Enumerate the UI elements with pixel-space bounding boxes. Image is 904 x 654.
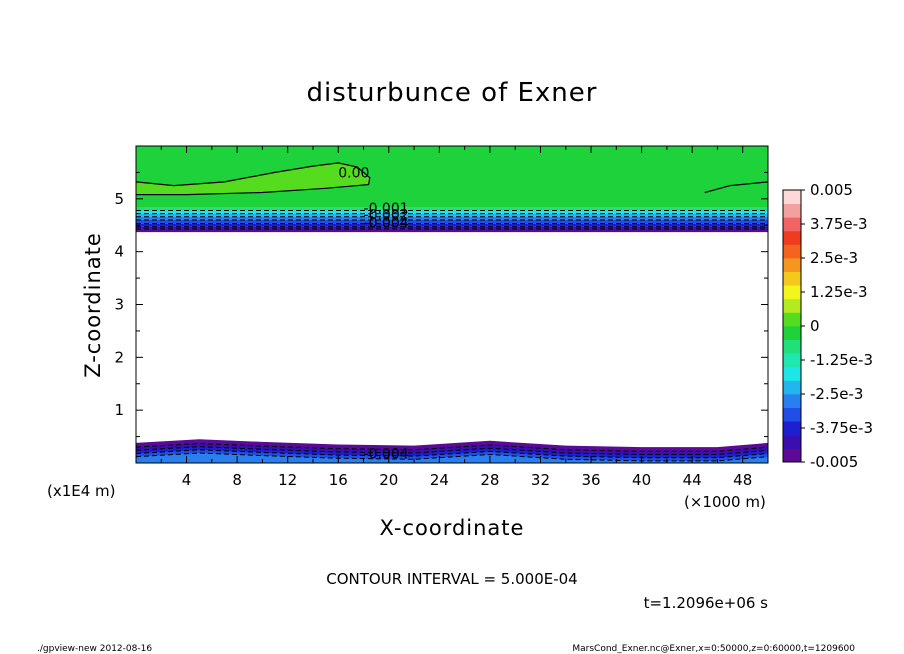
colorbar-swatch (783, 190, 801, 204)
colorbar-label: -1.25e-3 (810, 351, 873, 369)
x-axis-label: X-coordinate (380, 516, 525, 540)
x-axis-ticks: 4 8 12 16 20 24 28 32 36 40 44 48 (160, 146, 752, 489)
top-band (136, 213, 768, 217)
colorbar-swatch (783, 203, 801, 218)
colorbar-swatch (783, 407, 801, 422)
y-tick-label: 1 (114, 401, 124, 419)
contour-line (136, 452, 768, 462)
contour-label: -0.004 (364, 216, 409, 232)
x-unit-label: (×1000 m) (684, 493, 766, 511)
x-tick-label: 44 (683, 471, 702, 489)
x-tick-label: 24 (430, 471, 449, 489)
colorbar: 0.005 3.75e-3 2.5e-3 1.25e-3 0 -1.25e-3 -2.5e-… (782, 181, 873, 471)
y-tick-label: 5 (114, 190, 124, 208)
colorbar-swatch (783, 353, 801, 368)
time-note: t=1.2096e+06 s (644, 594, 769, 612)
top-band (136, 228, 768, 233)
x-tick-label: 28 (480, 471, 499, 489)
contour-line (136, 449, 768, 459)
zero-contour (704, 181, 768, 194)
top-band (136, 219, 768, 224)
chart-title: disturbunce of Exner (307, 78, 598, 108)
colorbar-label: -2.5e-3 (810, 385, 863, 403)
contour-label: -0.004 (364, 446, 409, 462)
contour-label: -0.002 (364, 208, 409, 224)
x-tick-label: 48 (733, 471, 752, 489)
plot-fill: 0.00-0.001-0.002-0.004-0.004 (136, 146, 768, 463)
positive-pocket (136, 162, 370, 195)
colorbar-swatch (783, 434, 801, 449)
x-tick-label: 8 (232, 471, 242, 489)
y-axis-label: Z-coordinate (81, 232, 105, 378)
top-band (136, 226, 768, 229)
colorbar-swatch (783, 230, 801, 245)
contour-label: -0.001 (364, 201, 409, 217)
x-tick-label: 20 (379, 471, 398, 489)
colorbar-swatch (783, 298, 801, 313)
x-tick-label: 4 (182, 471, 192, 489)
colorbar-swatch (783, 380, 801, 395)
y-tick-label: 4 (114, 243, 124, 261)
contour-line (136, 442, 768, 452)
top-band (136, 216, 768, 220)
y-tick-label: 2 (114, 348, 124, 366)
colorbar-swatch (783, 312, 801, 327)
contour-line (136, 446, 768, 455)
contour-interval-note: CONTOUR INTERVAL = 5.000E-04 (326, 570, 577, 588)
colorbar-label: -0.005 (810, 453, 858, 471)
colorbar-swatch (783, 366, 801, 381)
zero-region (136, 146, 768, 208)
colorbar-swatch (783, 217, 801, 232)
colorbar-swatch (783, 285, 801, 300)
colorbar-swatch (783, 339, 801, 354)
footer-right: MarsCond_Exner.nc@Exner,x=0:50000,z=0:60… (572, 644, 855, 654)
x-tick-label: 16 (329, 471, 348, 489)
x-tick-label: 40 (632, 471, 651, 489)
plot-area: 0.00-0.001-0.002-0.004-0.004 (135, 145, 769, 464)
top-band (136, 210, 768, 214)
colorbar-swatch (783, 421, 801, 436)
colorbar-label: 1.25e-3 (810, 283, 868, 301)
colorbar-label: 0.005 (810, 181, 853, 199)
footer-left: ./gpview-new 2012-08-16 (37, 644, 152, 654)
colorbar-swatch (783, 448, 801, 463)
colorbar-label: 3.75e-3 (810, 215, 868, 233)
colorbar-label: -3.75e-3 (810, 419, 873, 437)
contour-label: 0.00 (338, 165, 369, 181)
x-tick-label: 36 (581, 471, 600, 489)
zero-contour (136, 162, 371, 196)
colorbar-label: 0 (810, 317, 820, 335)
colorbar-label: 2.5e-3 (810, 249, 858, 267)
top-band (136, 223, 768, 227)
top-band (136, 207, 768, 211)
y-axis-ticks: 1 2 3 4 5 (114, 171, 768, 438)
colorbar-swatch (783, 271, 801, 286)
colorbar-swatch (783, 258, 801, 272)
colorbar-swatch (783, 394, 801, 408)
colorbar-swatch (783, 244, 801, 259)
x-tick-label: 32 (531, 471, 550, 489)
y-tick-label: 3 (114, 296, 124, 314)
y-unit-label: (x1E4 m) (47, 482, 116, 500)
colorbar-swatch (783, 326, 801, 340)
x-tick-label: 12 (278, 471, 297, 489)
